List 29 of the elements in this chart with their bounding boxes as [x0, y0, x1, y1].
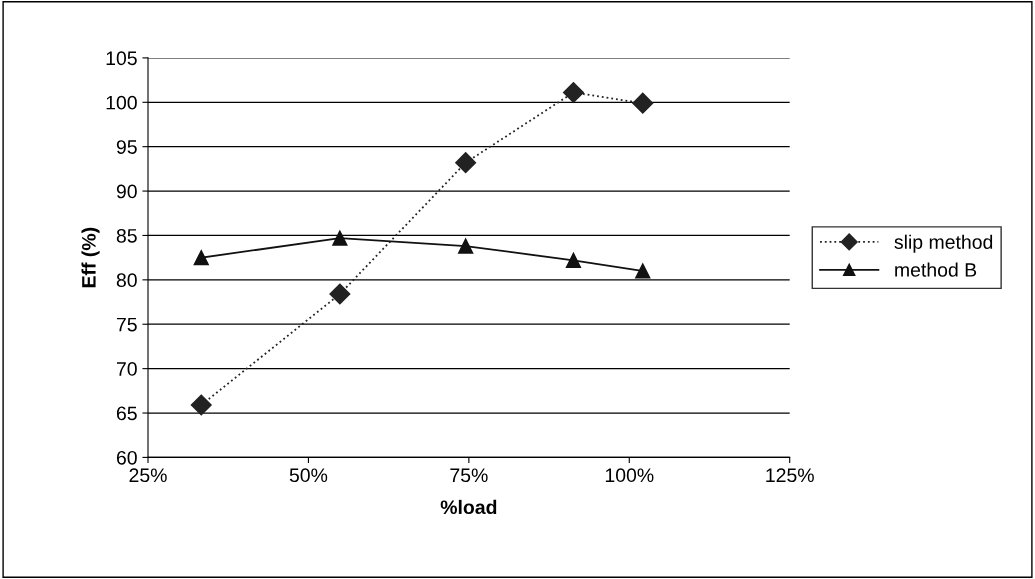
- legend-label: method B: [895, 262, 977, 277]
- point: [190, 394, 212, 416]
- point: [193, 250, 209, 266]
- y-tick-label: 70: [116, 362, 137, 376]
- point: [455, 152, 477, 174]
- point: [562, 82, 584, 104]
- y-tick-label: 105: [106, 51, 137, 66]
- x-tick-label: 125%: [766, 468, 814, 483]
- y-tick-label: 80: [116, 273, 137, 288]
- y-tick-label: 100: [106, 95, 137, 110]
- y-tick-label: 75: [116, 317, 137, 332]
- y-tick-label: 85: [116, 228, 137, 243]
- legend-label: slip method: [894, 234, 993, 253]
- y-tick-label: 90: [116, 184, 137, 199]
- point: [332, 230, 348, 246]
- x-tick-label: 50%: [289, 468, 328, 483]
- x-tick-label: 75%: [450, 468, 488, 483]
- point: [635, 263, 651, 279]
- y-tick-label: 95: [116, 140, 137, 154]
- x-axis-title: %load: [440, 499, 497, 515]
- x-tick-label: 100%: [605, 468, 654, 483]
- y-tick-label: 65: [116, 406, 137, 421]
- point: [458, 238, 474, 254]
- y-axis-title: Eff (%): [81, 227, 100, 288]
- point: [565, 252, 582, 268]
- point: [632, 92, 654, 114]
- y-tick-label: 60: [116, 450, 137, 465]
- point: [329, 283, 351, 305]
- x-tick-label: 25%: [129, 468, 167, 483]
